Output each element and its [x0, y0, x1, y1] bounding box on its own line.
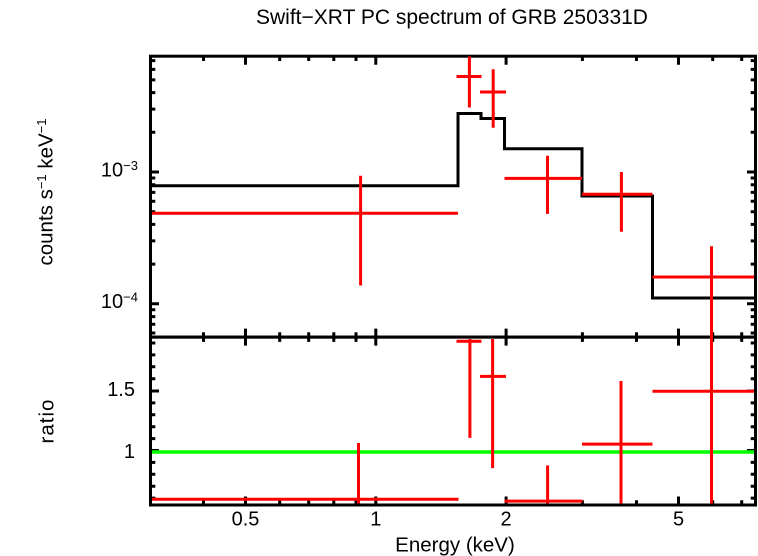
svg-text:1: 1: [124, 441, 135, 463]
svg-text:Energy (keV): Energy (keV): [395, 533, 515, 556]
svg-text:5: 5: [673, 509, 684, 531]
svg-text:Swift−XRT PC spectrum of GRB 2: Swift−XRT PC spectrum of GRB 250331D: [256, 6, 648, 29]
svg-text:ratio: ratio: [36, 399, 59, 444]
svg-text:counts s−1 keV−1: counts s−1 keV−1: [34, 118, 57, 265]
svg-text:0.5: 0.5: [232, 509, 260, 531]
svg-text:1: 1: [370, 509, 381, 531]
svg-text:1.5: 1.5: [107, 379, 135, 401]
svg-text:2: 2: [501, 509, 512, 531]
